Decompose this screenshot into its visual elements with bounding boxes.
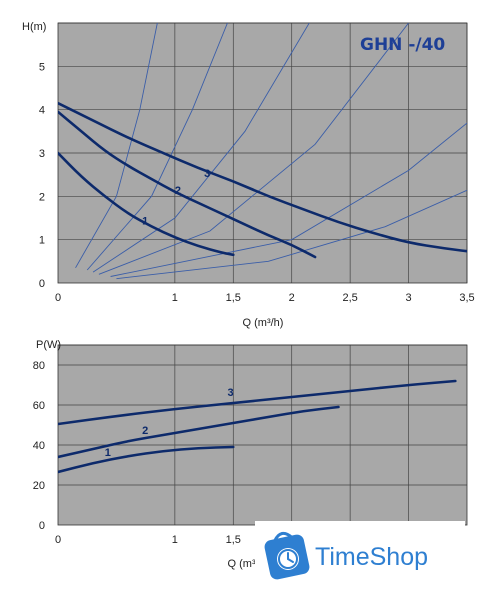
y-tick-label: 3	[39, 148, 45, 160]
pump-curve-2	[58, 110, 317, 259]
x-tick-label: 1,5	[226, 292, 241, 304]
y-tick-label: 60	[33, 400, 45, 412]
pump-curve-1	[58, 445, 235, 474]
curve-label-1: 1	[105, 447, 111, 459]
system-curve	[92, 23, 310, 273]
pump-curve-2	[58, 405, 340, 459]
y-tick-label: 80	[33, 360, 45, 372]
y-axis-label: H(m)	[22, 21, 46, 33]
y-tick-label: 5	[39, 61, 45, 73]
y-tick-label: 40	[33, 440, 45, 452]
system-curve	[75, 23, 158, 269]
system-curve	[116, 189, 467, 280]
plot-area	[58, 345, 467, 525]
pump-curve-1	[58, 151, 235, 257]
x-tick-label: 2	[289, 292, 295, 304]
pump-curve-3	[58, 379, 457, 426]
x-axis-label: Q (m³/h)	[243, 317, 284, 329]
system-curve	[86, 23, 228, 271]
model-label: GHN -/40	[360, 35, 445, 55]
watermark-text: TimeShop	[315, 543, 428, 571]
y-tick-label: 20	[33, 480, 45, 492]
system-curve	[98, 23, 409, 275]
x-tick-label: 1	[172, 292, 178, 304]
curve-label-3: 3	[227, 387, 233, 399]
x-tick-label: 2,5	[342, 292, 357, 304]
x-tick-label: 1,5	[226, 534, 241, 546]
timeshop-watermark: TimeShop	[255, 521, 465, 590]
y-tick-label: 0	[39, 520, 45, 532]
x-tick-label: 3,5	[459, 292, 474, 304]
x-tick-label: 0	[55, 292, 61, 304]
x-tick-label: 1	[172, 534, 178, 546]
x-tick-label: 3	[406, 292, 412, 304]
x-tick-label: 0	[55, 534, 61, 546]
curve-label-2: 2	[142, 425, 148, 437]
y-tick-label: 0	[39, 278, 45, 290]
curve-label-2: 2	[175, 185, 181, 197]
head-chart: 1 2 3 0 1 1,5 2 2,5 3 3,5 0 1 2 3 4 5 H(m) Q (m³/h)	[22, 21, 475, 329]
curve-label-3: 3	[204, 168, 210, 180]
pump-curve-3	[58, 101, 467, 253]
curve-label-1: 1	[142, 216, 148, 228]
system-curve	[110, 122, 467, 277]
clock-bag-icon	[264, 531, 310, 580]
y-tick-label: 1	[39, 235, 45, 247]
y-tick-label: 4	[39, 105, 45, 117]
y-axis-label: P(W)	[36, 339, 61, 351]
y-tick-label: 2	[39, 191, 45, 203]
